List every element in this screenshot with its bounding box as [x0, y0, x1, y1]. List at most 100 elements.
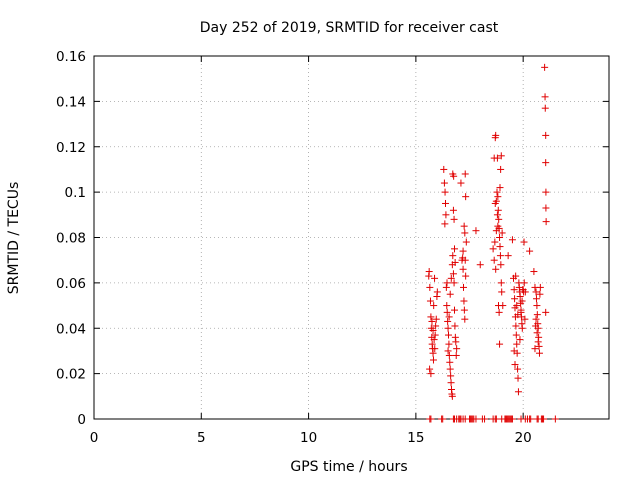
- data-point: [449, 252, 457, 260]
- data-point: [428, 317, 436, 325]
- data-point: [445, 340, 453, 348]
- data-point: [460, 283, 468, 291]
- data-point: [439, 415, 447, 423]
- data-point: [461, 170, 469, 178]
- data-point: [530, 268, 538, 276]
- y-tick-label: 0.08: [56, 231, 86, 247]
- data-point: [462, 193, 470, 201]
- data-point: [440, 179, 448, 187]
- data-point: [532, 288, 540, 296]
- data-point: [447, 372, 455, 380]
- data-point: [510, 347, 518, 355]
- data-point: [445, 313, 453, 321]
- data-point: [513, 340, 521, 348]
- y-tick-label: 0.04: [56, 321, 86, 337]
- data-point: [504, 252, 512, 260]
- data-point: [445, 351, 453, 359]
- data-point: [430, 336, 438, 344]
- data-point: [496, 234, 504, 241]
- x-axis-label: GPS time / hours: [290, 459, 407, 475]
- data-point: [514, 365, 522, 373]
- data-point: [533, 329, 541, 337]
- x-tick-label: 5: [197, 430, 206, 446]
- y-tick-label: 0.1: [65, 185, 86, 201]
- data-point: [433, 288, 441, 296]
- data-point: [534, 338, 542, 346]
- data-point: [518, 297, 526, 305]
- data-point: [491, 199, 499, 207]
- data-point: [513, 302, 521, 310]
- data-point: [429, 327, 437, 335]
- data-point: [533, 311, 541, 319]
- plot-frame: [93, 55, 610, 420]
- data-point: [450, 172, 458, 180]
- data-point: [516, 292, 524, 300]
- data-point: [489, 245, 497, 253]
- data-point: [493, 211, 501, 219]
- data-point: [542, 218, 550, 226]
- data-point: [541, 93, 549, 101]
- data-point: [514, 374, 522, 382]
- data-point: [492, 131, 500, 139]
- data-point: [462, 272, 470, 280]
- y-tick-label: 0.14: [56, 94, 86, 110]
- data-point: [459, 265, 467, 273]
- data-point: [426, 283, 434, 291]
- data-point: [462, 238, 470, 246]
- x-tick-label: 0: [90, 430, 99, 446]
- data-point: [496, 184, 504, 192]
- data-point: [541, 63, 549, 71]
- data-point: [532, 315, 540, 323]
- data-point: [494, 222, 502, 230]
- data-point: [442, 283, 450, 291]
- y-tick-label: 0.12: [56, 140, 86, 156]
- data-point: [493, 188, 501, 196]
- data-point: [481, 415, 489, 423]
- data-point: [431, 331, 439, 339]
- data-point: [511, 295, 519, 303]
- data-point: [535, 342, 543, 350]
- data-point: [446, 365, 454, 373]
- y-tick-label: 0.02: [56, 367, 86, 383]
- data-point: [498, 229, 506, 237]
- data-point: [490, 256, 498, 264]
- data-point: [542, 131, 550, 139]
- data-point: [495, 215, 503, 223]
- data-point: [429, 349, 437, 357]
- data-point: [498, 288, 506, 296]
- y-tick-label: 0.16: [56, 49, 86, 65]
- data-point: [551, 415, 559, 423]
- data-point: [533, 302, 541, 310]
- data-point: [541, 104, 549, 112]
- data-point: [493, 154, 501, 162]
- data-point: [518, 324, 526, 332]
- data-point: [448, 392, 456, 400]
- data-point: [427, 370, 435, 378]
- data-point: [511, 361, 519, 369]
- data-point: [476, 261, 484, 269]
- data-point: [496, 340, 504, 348]
- data-point: [447, 274, 455, 282]
- y-axis-label: SRMTID / TECUs: [6, 182, 22, 295]
- data-point: [461, 315, 469, 323]
- data-point: [442, 211, 450, 219]
- data-point: [512, 331, 520, 339]
- data-point: [497, 261, 505, 269]
- data-point: [496, 243, 504, 251]
- y-tick-label: 0.06: [56, 276, 86, 292]
- data-point: [540, 415, 548, 423]
- data-point: [499, 302, 507, 310]
- data-point: [427, 415, 435, 423]
- data-point: [441, 188, 449, 196]
- data-point: [527, 415, 535, 423]
- chart-title: Day 252 of 2019, SRMTID for receiver cas…: [200, 20, 499, 36]
- data-point: [447, 379, 455, 387]
- data-point: [459, 247, 467, 255]
- data-point: [532, 322, 540, 330]
- x-tick-label: 10: [300, 430, 317, 446]
- data-point: [432, 322, 440, 330]
- data-point: [430, 302, 438, 310]
- x-tick-label: 20: [515, 430, 532, 446]
- data-point: [526, 247, 534, 255]
- data-point: [441, 199, 449, 207]
